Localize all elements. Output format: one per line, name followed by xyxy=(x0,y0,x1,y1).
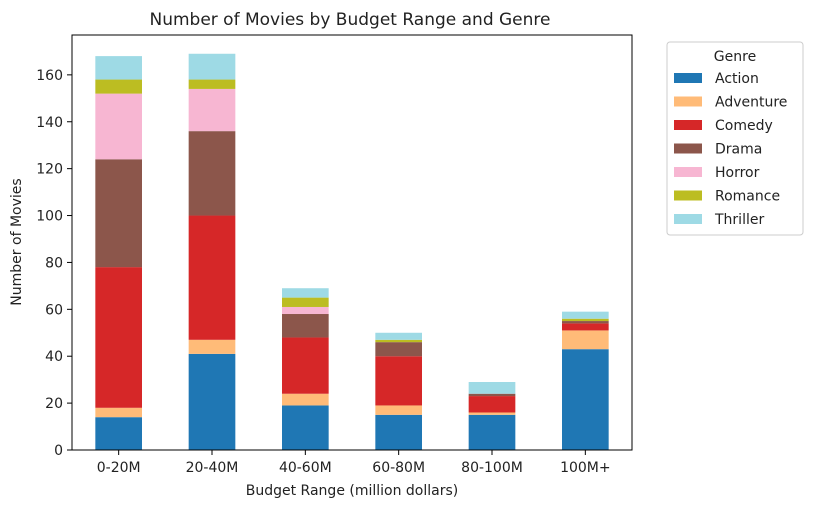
bar-action-5 xyxy=(562,349,609,450)
legend-label-thriller: Thriller xyxy=(714,212,764,228)
bar-comedy-1 xyxy=(188,215,236,340)
legend-title: Genre xyxy=(714,49,756,65)
bar-drama-4 xyxy=(468,393,516,397)
bar-drama-5 xyxy=(562,321,609,324)
bar-thriller-2 xyxy=(282,288,329,298)
bar-romance-2 xyxy=(282,297,329,307)
bar-drama-3 xyxy=(375,342,422,357)
bar-horror-1 xyxy=(188,88,236,132)
y-tick-label: 20 xyxy=(45,396,63,412)
bar-action-2 xyxy=(282,405,329,450)
bars-group xyxy=(95,53,609,450)
y-tick-label: 80 xyxy=(45,255,63,271)
x-axis: 0-20M 20-40M 40-60M 60-80M 80-100M 100M+ xyxy=(97,450,611,476)
legend-items: Action Adventure Comedy Drama Horror Romance T… xyxy=(674,71,787,228)
legend: Genre Action Adventure Comedy Drama Horror Ro… xyxy=(666,41,804,236)
bar-action-4 xyxy=(468,414,516,450)
bar-comedy-2 xyxy=(282,337,329,394)
legend-swatch-action xyxy=(674,73,702,83)
x-tick-label: 60-80M xyxy=(372,460,425,476)
bar-horror-2 xyxy=(282,306,329,315)
bar-comedy-4 xyxy=(468,396,516,413)
y-axis-label: Number of Movies xyxy=(9,178,25,305)
bar-action-3 xyxy=(375,414,422,450)
legend-label-action: Action xyxy=(715,71,759,87)
x-axis-label: Budget Range (million dollars) xyxy=(246,483,459,499)
y-tick-label: 60 xyxy=(45,302,63,318)
bar-comedy-0 xyxy=(95,267,142,408)
y-tick-label: 40 xyxy=(45,349,63,365)
y-tick-label: 140 xyxy=(36,115,63,131)
x-tick-label: 40-60M xyxy=(279,460,332,476)
bar-romance-5 xyxy=(562,318,609,322)
x-tick-label: 100M+ xyxy=(560,460,611,476)
y-tick-label: 120 xyxy=(36,162,63,178)
y-tick-label: 100 xyxy=(36,209,63,225)
bar-drama-0 xyxy=(95,159,142,268)
bar-adventure-4 xyxy=(468,412,516,415)
bar-thriller-4 xyxy=(468,382,516,394)
legend-frame xyxy=(666,41,804,236)
bar-action-1 xyxy=(188,353,236,450)
bar-adventure-5 xyxy=(562,330,609,350)
legend-label-romance: Romance xyxy=(715,189,780,205)
legend-swatch-adventure xyxy=(674,96,702,107)
legend-swatch-comedy xyxy=(674,120,702,130)
bar-romance-0 xyxy=(95,79,142,94)
legend-label-horror: Horror xyxy=(715,165,760,181)
bar-thriller-0 xyxy=(95,56,142,80)
chart-title: Number of Movies by Budget Range and Gen… xyxy=(149,10,550,30)
y-tick-label: 160 xyxy=(36,68,63,84)
x-tick-label: 80-100M xyxy=(461,460,523,476)
y-tick-label: 0 xyxy=(54,443,63,459)
bar-adventure-3 xyxy=(375,405,422,415)
bar-drama-2 xyxy=(282,314,329,338)
x-tick-label: 0-20M xyxy=(97,460,141,476)
bar-romance-1 xyxy=(188,79,236,89)
bar-horror-0 xyxy=(95,93,142,160)
legend-swatch-drama xyxy=(674,143,702,154)
bar-adventure-1 xyxy=(188,339,236,354)
bar-comedy-3 xyxy=(375,356,422,406)
bar-thriller-3 xyxy=(375,332,422,340)
bar-thriller-1 xyxy=(188,53,236,80)
legend-swatch-romance xyxy=(674,190,702,201)
legend-label-comedy: Comedy xyxy=(715,118,773,134)
bar-romance-3 xyxy=(375,339,422,343)
bar-comedy-5 xyxy=(562,323,609,331)
x-tick-label: 20-40M xyxy=(186,460,239,476)
y-axis: 0 20 40 60 80 100 120 140 160 xyxy=(36,68,72,459)
legend-swatch-horror xyxy=(674,167,702,177)
plot-frame xyxy=(71,34,633,451)
bar-action-0 xyxy=(95,417,142,450)
legend-label-drama: Drama xyxy=(715,142,762,158)
bar-thriller-5 xyxy=(562,311,609,319)
bar-drama-1 xyxy=(188,131,236,216)
bar-adventure-0 xyxy=(95,407,142,418)
bar-adventure-2 xyxy=(282,393,329,406)
legend-swatch-thriller xyxy=(674,214,702,224)
legend-label-adventure: Adventure xyxy=(715,95,787,111)
